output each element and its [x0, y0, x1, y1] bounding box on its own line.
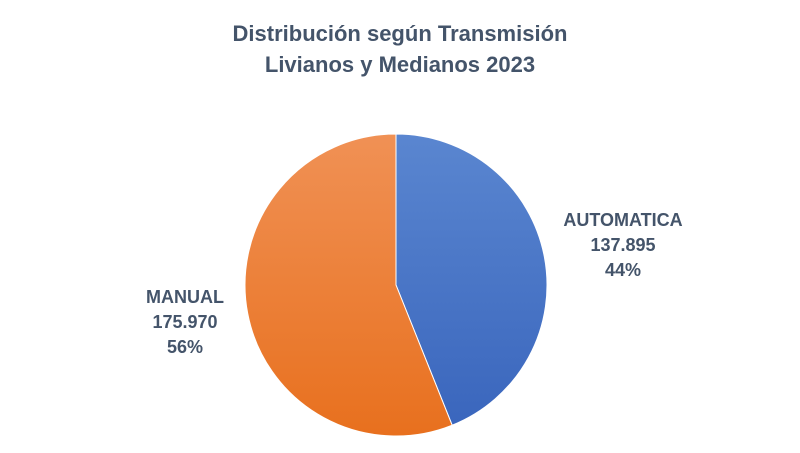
slice-label-manual: MANUAL 175.970 56% — [120, 285, 250, 360]
slice-label-automatica-value: 137.895 — [590, 235, 656, 255]
slice-label-manual-percent: 56% — [166, 337, 204, 357]
pie-slices — [244, 133, 548, 437]
slice-label-manual-value: 175.970 — [152, 312, 218, 332]
pie-slice-manual — [244, 133, 453, 437]
slice-label-manual-name: MANUAL — [146, 287, 224, 307]
chart-subtitle: Livianos y Medianos 2023 — [264, 52, 536, 77]
chart-title: Distribución según Transmisión Livianos … — [0, 18, 800, 80]
slice-label-automatica-percent: 44% — [604, 260, 642, 280]
chart-title-line1: Distribución según Transmisión — [232, 21, 568, 46]
pie-slice-automatica — [395, 133, 548, 426]
slice-label-automatica-name: AUTOMATICA — [563, 210, 683, 230]
slice-label-automatica: AUTOMATICA 137.895 44% — [553, 208, 693, 283]
